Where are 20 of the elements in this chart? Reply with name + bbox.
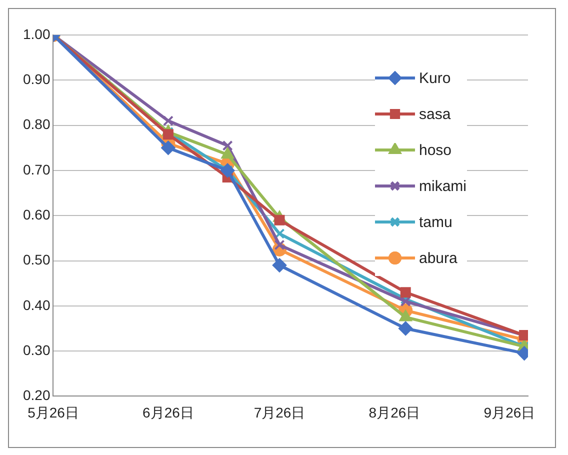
y-tick-label: 0.20 bbox=[23, 387, 50, 404]
y-tick-label: 0.50 bbox=[23, 252, 50, 268]
legend-label: tamu bbox=[419, 214, 452, 230]
y-tick-label: 0.90 bbox=[23, 71, 50, 88]
legend-label: mikami bbox=[419, 178, 466, 194]
x-tick-label: 5月26日 bbox=[28, 404, 79, 420]
y-tick-label: 0.60 bbox=[23, 206, 50, 222]
legend-label: hoso bbox=[419, 142, 452, 158]
x-tick-label: 6月26日 bbox=[142, 404, 194, 420]
y-tick-label: 0.30 bbox=[23, 342, 50, 358]
y-tick-label: 0.70 bbox=[23, 161, 50, 178]
x-tick-label: 7月26日 bbox=[254, 404, 306, 420]
x-tick-label: 8月26日 bbox=[368, 404, 420, 420]
y-tick-label: 1.00 bbox=[23, 26, 50, 42]
legend-label: abura bbox=[419, 250, 458, 266]
y-tick-label: 0.40 bbox=[23, 296, 50, 313]
legend-label: sasa bbox=[419, 106, 451, 122]
legend-label: Kuro bbox=[419, 70, 451, 86]
x-tick-label: 9月26日 bbox=[484, 404, 536, 420]
y-tick-label: 0.80 bbox=[23, 116, 50, 132]
